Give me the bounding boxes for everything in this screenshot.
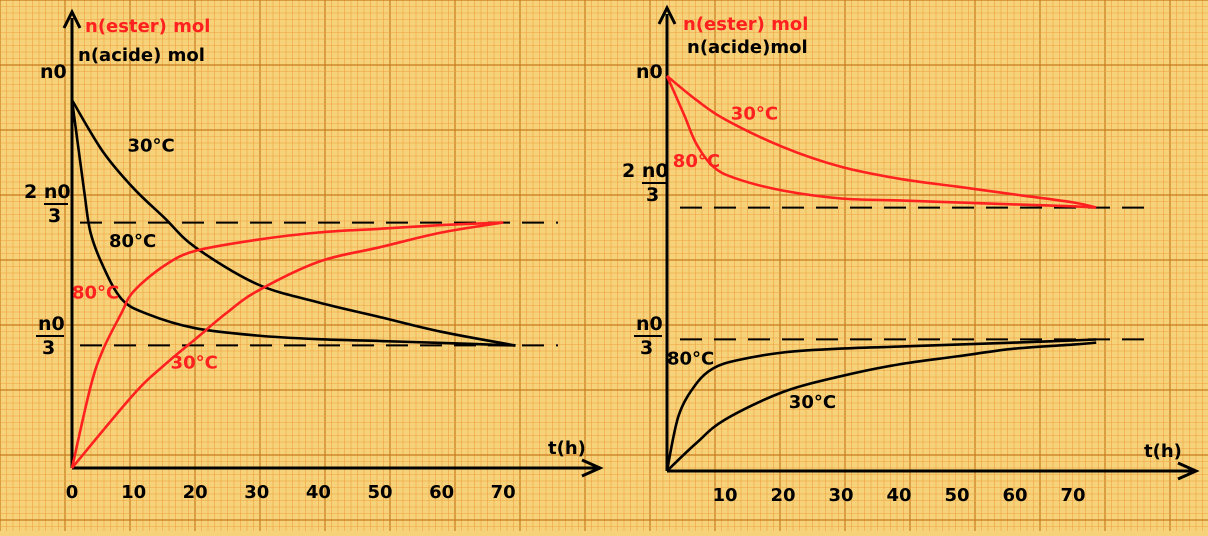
x-tick-label: 20: [770, 485, 795, 506]
y-axis-arrow: [62, 8, 82, 29]
curve-label-black: 30°C: [789, 392, 836, 413]
series-line-red-80c: [665, 75, 1097, 209]
y-label-one-third-denominator: 3: [640, 337, 653, 359]
series-line-red-30c: [71, 221, 504, 469]
y-label-one-third-numerator: n0: [636, 313, 663, 335]
y-axis-arrow: [657, 4, 677, 25]
series-line-black-80c: [70, 99, 516, 347]
x-tick-label: 50: [944, 485, 969, 506]
y-label-two-thirds-numerator: 2 n0: [622, 160, 669, 182]
series-line-black-80c: [665, 338, 1097, 472]
x-tick-label: 30: [828, 485, 853, 506]
curve-label-black: 30°C: [127, 136, 174, 157]
y-axis-label-acide: n(acide) mol: [78, 45, 205, 66]
x-tick-label: 50: [367, 482, 392, 503]
y-axis-label-acide: n(acide)mol: [687, 37, 808, 58]
x-tick-label: 0: [66, 482, 79, 503]
y-label-one-third-numerator: n0: [38, 313, 65, 335]
series-line-black-30c: [666, 341, 1097, 472]
y-label-n0: n0: [636, 61, 663, 83]
series-line-red-30c: [666, 75, 1097, 209]
curve-label-black: 80°C: [109, 231, 156, 252]
x-tick-label: 10: [712, 485, 737, 506]
x-tick-label: 40: [306, 482, 331, 503]
x-tick-label: 30: [244, 482, 269, 503]
x-axis-label: t(h): [1144, 441, 1182, 462]
x-axis-arrow: [1177, 461, 1200, 481]
curve-label-black: 80°C: [667, 348, 714, 369]
x-tick-label: 40: [886, 485, 911, 506]
x-tick-label: 60: [429, 482, 454, 503]
x-tick-label: 70: [491, 482, 516, 503]
x-tick-label: 20: [183, 482, 208, 503]
y-label-two-thirds-denominator: 3: [48, 205, 61, 227]
curve-label-red: 80°C: [673, 151, 720, 172]
curve-label-red: 30°C: [731, 103, 778, 124]
y-label-two-thirds-denominator: 3: [646, 184, 659, 206]
y-label-two-thirds-numerator: 2 n0: [24, 181, 71, 203]
y-label-n0: n0: [40, 61, 67, 83]
y-axis-label-ester: n(ester) mol: [85, 16, 210, 37]
x-tick-label: 10: [121, 482, 146, 503]
curve-label-red: 80°C: [72, 283, 119, 304]
y-label-one-third-denominator: 3: [42, 337, 55, 359]
x-axis-arrow: [581, 458, 604, 478]
curve-label-red: 30°C: [171, 353, 218, 374]
y-axis-label-ester: n(ester) mol: [683, 14, 808, 35]
series-line-red-80c: [70, 221, 504, 469]
x-tick-label: 70: [1060, 485, 1085, 506]
x-axis-label: t(h): [548, 438, 586, 459]
series-line-black-30c: [70, 99, 516, 347]
x-tick-label: 60: [1002, 485, 1027, 506]
